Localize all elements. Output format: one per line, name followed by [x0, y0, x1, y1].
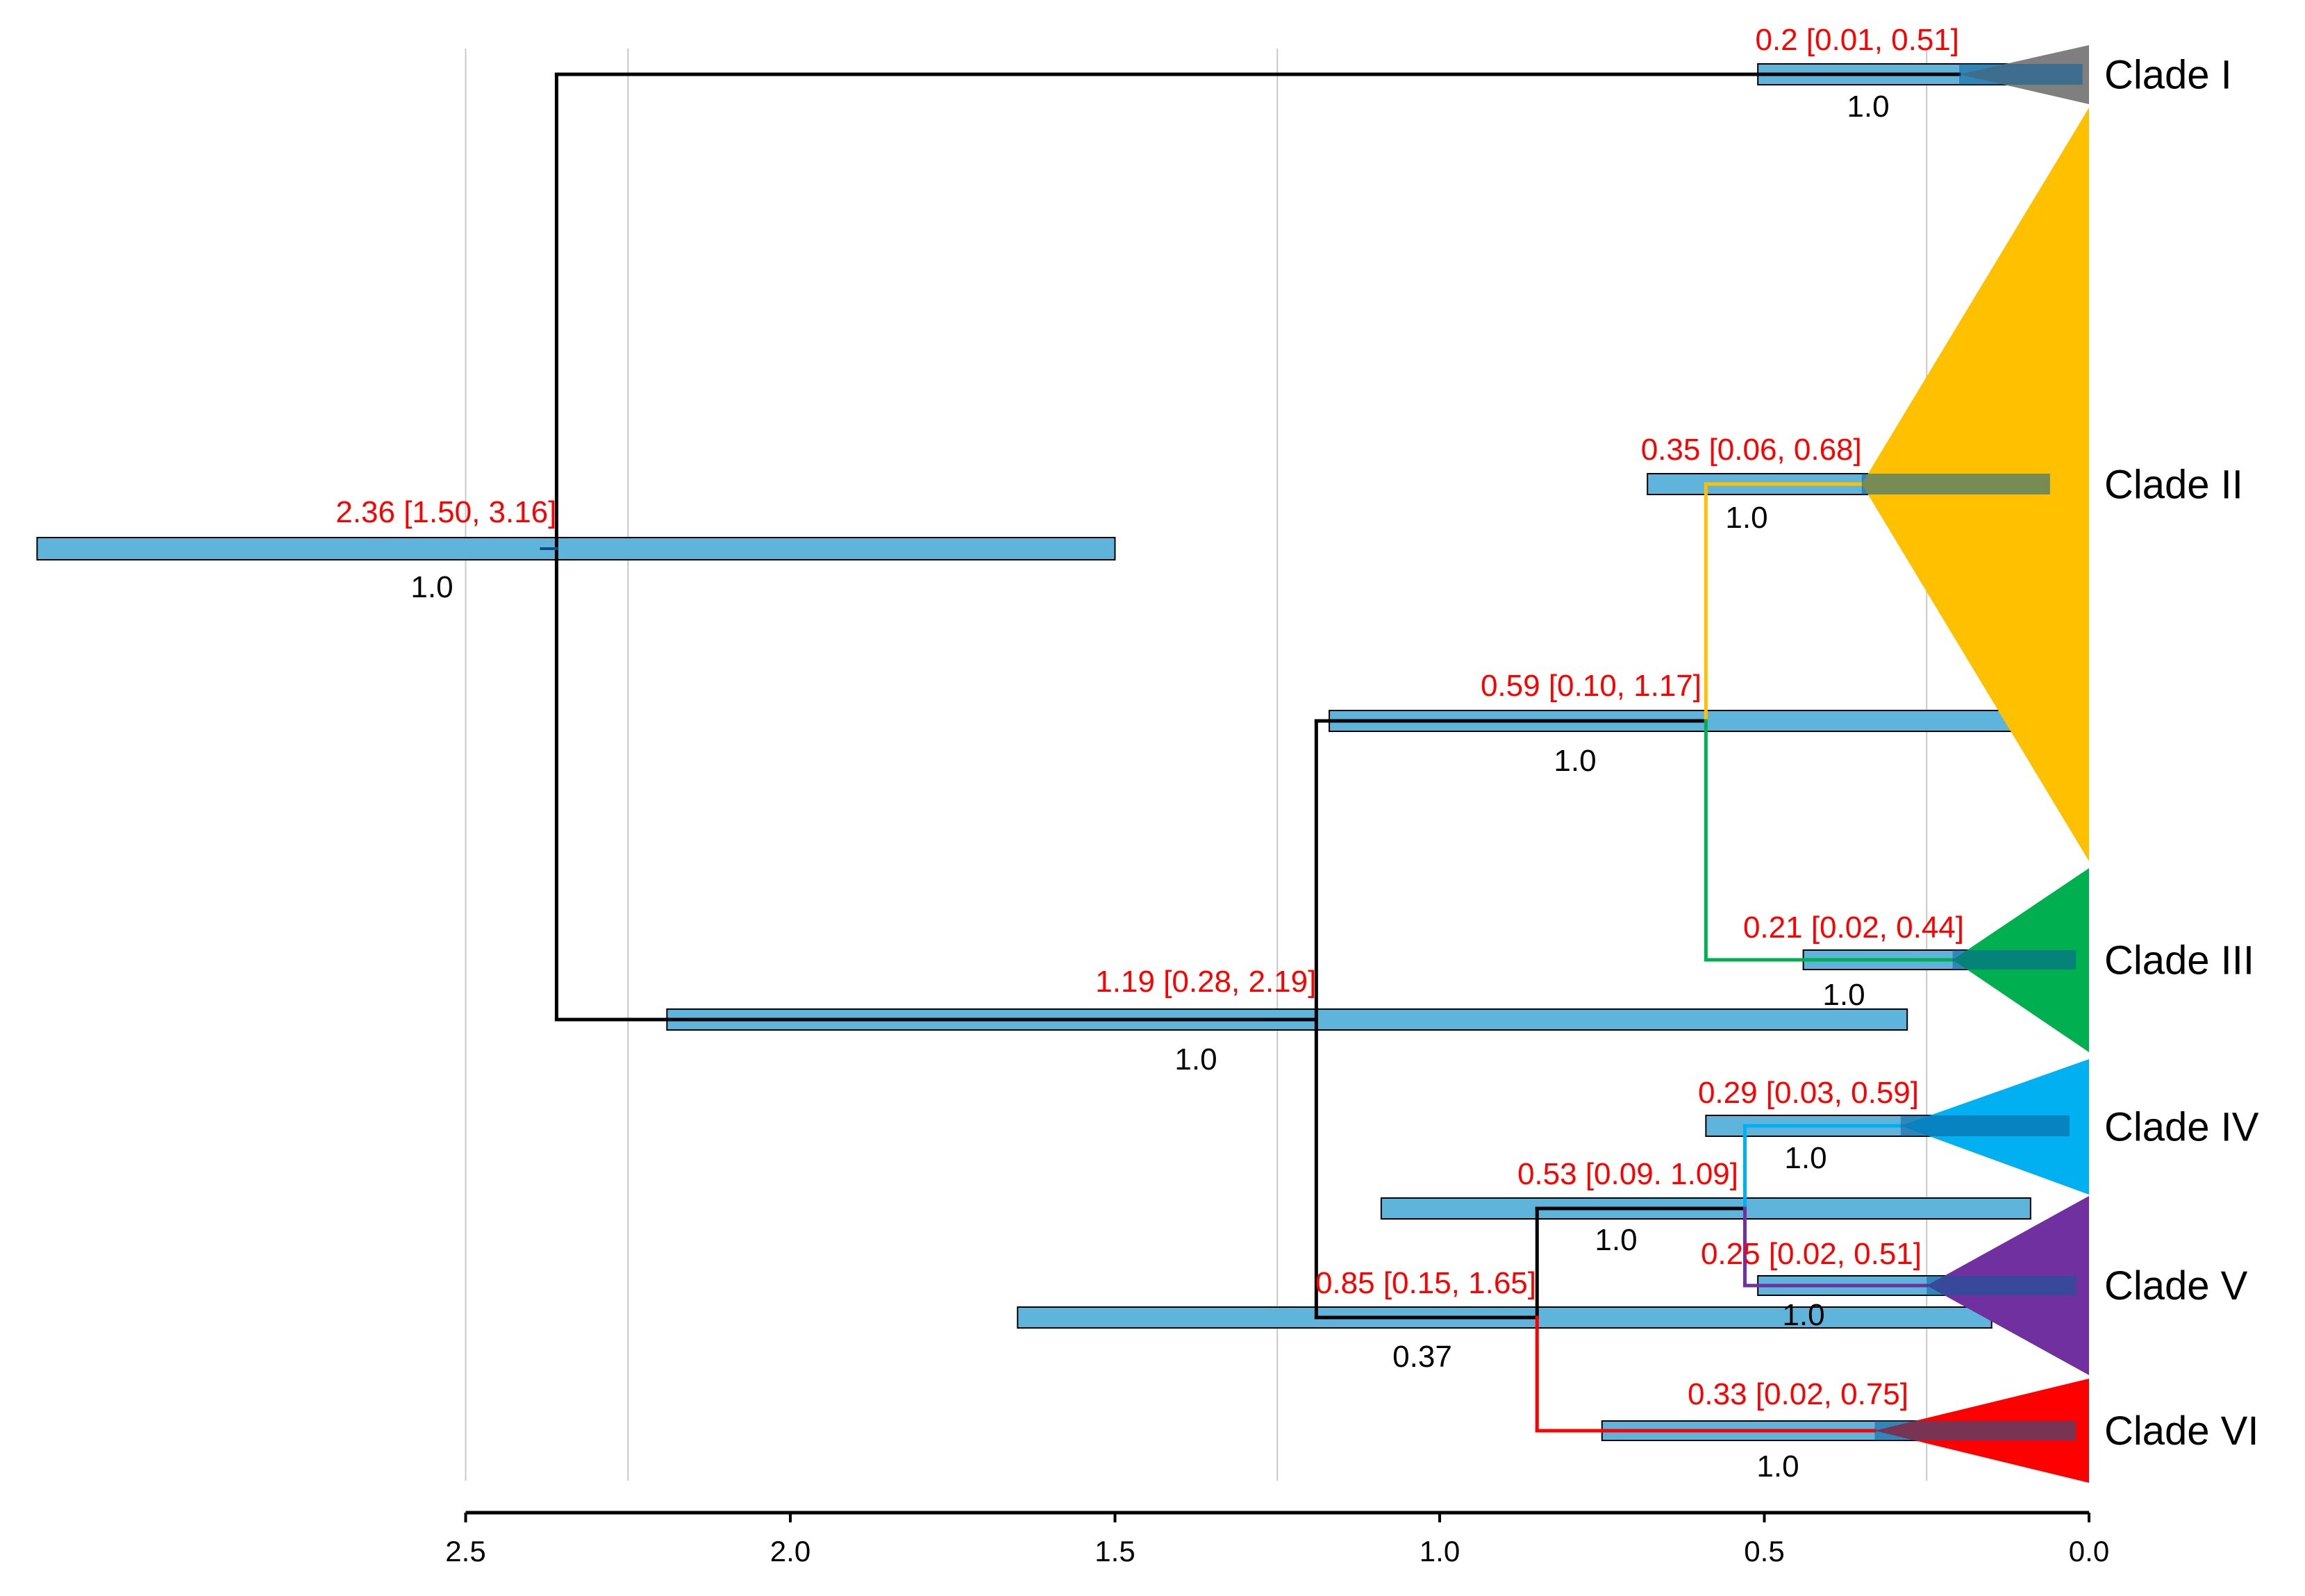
node-age-label-n_clade3: 0.21 [0.02, 0.44]: [1743, 911, 1964, 945]
node-age-label-n_053: 0.53 [0.09. 1.09]: [1517, 1157, 1738, 1191]
node-age-label-n_clade6: 0.33 [0.02, 0.75]: [1688, 1377, 1908, 1411]
axis-tick-label: 1.5: [1095, 1535, 1135, 1568]
support-value-n_clade5: 1.0: [1782, 1298, 1824, 1332]
clade-vi-crown-overlay: [1874, 1421, 2077, 1440]
clade-ii-label: Clade II: [2104, 463, 2243, 508]
node-age-label-n_clade5: 0.25 [0.02, 0.51]: [1701, 1237, 1922, 1271]
clade-v-crown-overlay: [1927, 1276, 2077, 1295]
support-value-root: 1.0: [410, 570, 453, 604]
support-value-n_119: 1.0: [1174, 1042, 1217, 1077]
node-age-label-root: 2.36 [1.50, 3.16]: [335, 495, 556, 529]
support-value-n_clade2: 1.0: [1725, 501, 1767, 535]
axis-tick-label: 2.0: [770, 1535, 810, 1568]
clade-i-label: Clade I: [2104, 53, 2232, 98]
gridlines: [465, 49, 1928, 1481]
support-value-n_059: 1.0: [1554, 744, 1596, 778]
support-value-n_clade1: 1.0: [1847, 90, 1889, 124]
axis-tick-label: 0.5: [1744, 1535, 1784, 1568]
clade-iv-label: Clade IV: [2104, 1105, 2259, 1150]
support-value-n_clade3: 1.0: [1822, 978, 1865, 1012]
hpd-bars: [36, 63, 2083, 1441]
node-age-label-n_059: 0.59 [0.10, 1.17]: [1481, 669, 1701, 703]
node-age-label-n_clade4: 0.29 [0.03, 0.59]: [1698, 1076, 1919, 1110]
crown-overlays: [1861, 64, 2083, 1440]
axis-tick-label: 1.0: [1420, 1535, 1460, 1568]
hpd-bar-root: [36, 537, 1116, 560]
branches: [540, 72, 1961, 1433]
clade-v-label: Clade V: [2104, 1263, 2248, 1308]
axis-tick-label: 2.5: [445, 1535, 485, 1568]
clade-ii-crown-overlay: [1861, 474, 2050, 494]
node-age-label-n_clade1: 0.2 [0.01, 0.51]: [1755, 23, 1959, 57]
support-value-n_085: 0.37: [1392, 1340, 1452, 1374]
time-axis: 2.5 2.0 1.5 1.0 0.5 0.0: [445, 1511, 2109, 1568]
support-value-n_053: 1.0: [1595, 1223, 1637, 1257]
node-age-label-n_085: 0.85 [0.15, 1.65]: [1315, 1266, 1536, 1300]
clade-iii-label: Clade III: [2104, 938, 2254, 983]
support-value-n_clade6: 1.0: [1756, 1449, 1799, 1483]
node-age-label-n_clade2: 0.35 [0.06, 0.68]: [1641, 433, 1862, 467]
axis-tick-label: 0.0: [2069, 1535, 2109, 1568]
clade-i-crown-overlay: [1959, 64, 2083, 85]
clade-iv-crown-overlay: [1900, 1115, 2070, 1136]
clade-iii-crown-overlay: [1952, 950, 2077, 970]
node-age-label-n_119: 1.19 [0.28, 2.19]: [1095, 965, 1316, 999]
support-value-n_clade4: 1.0: [1784, 1141, 1826, 1175]
clade-vi-label: Clade VI: [2104, 1408, 2258, 1454]
node-labels: Clade I Clade II Clade III Clade IV Clade V C…: [335, 23, 2258, 1483]
